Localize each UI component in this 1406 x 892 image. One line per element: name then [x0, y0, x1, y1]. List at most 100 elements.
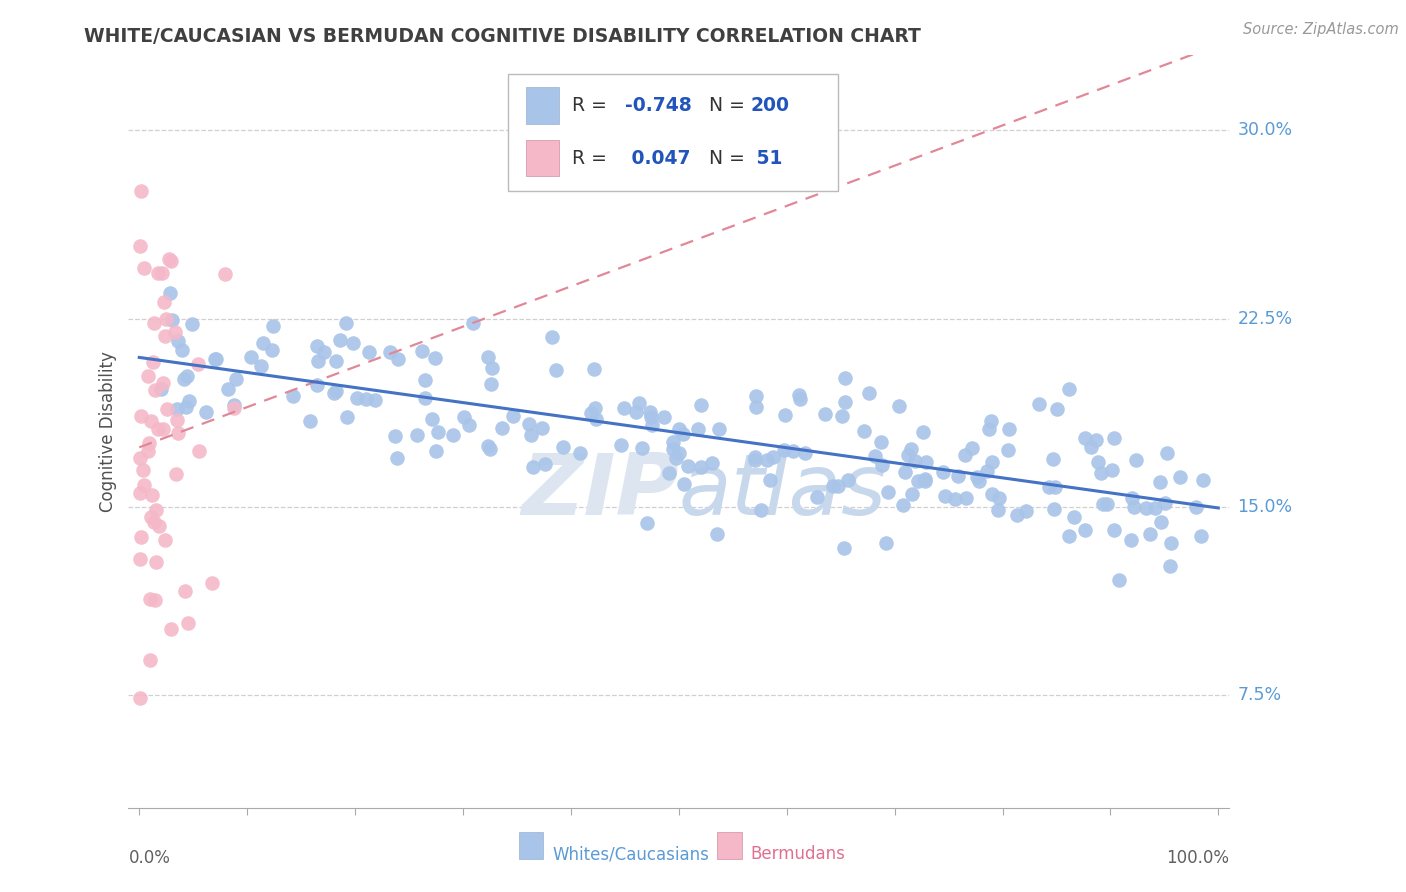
Point — [163, 325, 186, 339]
Point — [299, 414, 322, 428]
Point — [756, 452, 779, 467]
Point — [477, 439, 499, 453]
FancyBboxPatch shape — [717, 832, 741, 859]
Text: N =: N = — [709, 96, 751, 115]
Point — [143, 592, 166, 607]
Point — [1189, 529, 1212, 543]
Point — [129, 238, 152, 252]
Point — [354, 392, 377, 406]
Point — [907, 475, 929, 489]
Point — [153, 329, 176, 343]
Point — [673, 477, 696, 491]
Point — [686, 421, 709, 435]
Point — [204, 351, 226, 366]
Point — [585, 412, 607, 426]
Point — [1122, 500, 1144, 514]
Point — [901, 487, 924, 501]
Point — [707, 421, 730, 435]
Point — [981, 487, 1004, 501]
Point — [967, 474, 990, 488]
Point — [481, 361, 503, 376]
Point — [250, 359, 273, 374]
Point — [1191, 473, 1213, 487]
Point — [1160, 535, 1182, 549]
Point — [706, 527, 728, 541]
Point — [664, 451, 686, 466]
Point — [630, 441, 652, 455]
Point — [837, 473, 859, 487]
Point — [157, 252, 180, 266]
Point — [517, 417, 540, 432]
Point — [224, 401, 246, 416]
Point — [893, 498, 915, 512]
Point — [139, 592, 162, 607]
Point — [252, 336, 274, 351]
Point — [187, 357, 209, 371]
Text: N =: N = — [709, 149, 751, 168]
Point — [188, 444, 211, 458]
Point — [894, 465, 917, 479]
Point — [166, 413, 188, 427]
Point — [987, 491, 1010, 506]
Point — [129, 451, 152, 466]
Point — [640, 409, 662, 424]
FancyBboxPatch shape — [508, 74, 838, 191]
Point — [628, 396, 651, 410]
Point — [165, 467, 187, 482]
Point — [1101, 462, 1123, 476]
Point — [744, 453, 766, 467]
Point — [813, 407, 835, 421]
Point — [173, 372, 195, 386]
Point — [307, 353, 329, 368]
Point — [624, 405, 647, 419]
Point — [378, 344, 401, 359]
Text: Bermudans: Bermudans — [751, 846, 845, 863]
Point — [678, 458, 700, 473]
Point — [912, 425, 935, 439]
Point — [314, 345, 336, 359]
Point — [613, 401, 636, 415]
Point — [1135, 500, 1157, 515]
Point — [143, 316, 166, 330]
Point — [997, 442, 1019, 457]
Point — [863, 449, 886, 463]
Point — [458, 417, 481, 432]
Point — [1185, 500, 1208, 514]
Point — [425, 351, 447, 366]
Point — [583, 361, 606, 376]
Point — [139, 414, 162, 428]
Point — [325, 384, 347, 399]
Point — [1125, 452, 1147, 467]
Point — [914, 474, 936, 488]
Point — [148, 519, 170, 533]
Text: 100.0%: 100.0% — [1166, 849, 1229, 867]
Point — [262, 343, 284, 357]
Point — [139, 653, 162, 667]
Point — [579, 406, 602, 420]
Point — [1042, 451, 1064, 466]
Point — [832, 541, 855, 555]
Point — [534, 457, 557, 471]
Point — [689, 460, 711, 475]
Point — [342, 336, 364, 351]
Point — [150, 266, 173, 280]
Point — [129, 552, 152, 566]
Point — [872, 458, 894, 472]
Point — [943, 491, 966, 506]
Point — [1007, 508, 1029, 522]
Point — [876, 484, 898, 499]
Text: atlas: atlas — [679, 450, 887, 533]
Point — [129, 409, 152, 423]
Point — [831, 409, 853, 423]
Point — [668, 422, 690, 436]
Point — [217, 382, 239, 396]
Point — [406, 428, 429, 442]
Point — [177, 615, 200, 630]
Point — [305, 338, 328, 352]
Point — [1108, 573, 1130, 587]
Text: 22.5%: 22.5% — [1237, 310, 1292, 327]
Point — [1080, 440, 1102, 454]
Text: Whites/Caucasians: Whites/Caucasians — [553, 846, 709, 863]
Point — [136, 368, 159, 383]
Point — [346, 391, 368, 405]
